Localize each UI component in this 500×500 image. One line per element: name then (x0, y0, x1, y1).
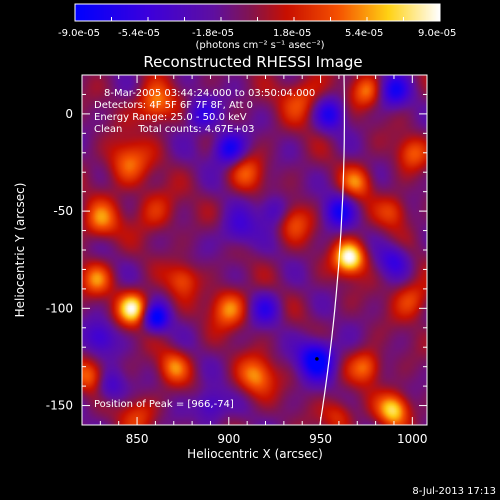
info-clean-counts: Clean Total counts: 4.67E+03 (94, 124, 254, 135)
colorbar-ticks (111, 17, 404, 21)
x-axis-title: Heliocentric X (arcsec) (187, 447, 323, 461)
colorbar: -9.0e-05 -5.4e-05 -1.8e-05 1.8e-05 5.4e-… (58, 3, 456, 51)
x-tick-label: 900 (217, 432, 240, 446)
colorbar-gradient (75, 4, 440, 21)
y-tick-label: -100 (46, 301, 73, 315)
colorbar-tick-label: -9.0e-05 (58, 28, 100, 39)
peak-marker (315, 357, 319, 361)
y-axis-title: Heliocentric Y (arcsec) (13, 183, 27, 318)
y-tick-label: -150 (46, 399, 73, 413)
heatmap-image (82, 75, 427, 425)
info-energy-range: Energy Range: 25.0 - 50.0 keV (94, 112, 247, 123)
colorbar-tick-label: -5.4e-05 (118, 28, 160, 39)
y-tick-label: -50 (53, 204, 73, 218)
axis-ticks (82, 74, 427, 426)
info-time-range: 8-Mar-2005 03:44:24.000 to 03:50:04.000 (104, 88, 315, 99)
colorbar-units-label: (photons cm⁻² s⁻¹ asec⁻²) (195, 40, 324, 51)
x-tick-label: 950 (309, 432, 332, 446)
colorbar-tick-label: -1.8e-05 (192, 28, 234, 39)
plot-area: 8-Mar-2005 03:44:24.000 to 03:50:04.000 … (81, 74, 428, 426)
footer-date-stamp: 8-Jul-2013 17:13 (412, 486, 496, 497)
info-detectors: Detectors: 4F 5F 6F 7F 8F, Att 0 (94, 100, 253, 111)
colorbar-tick-label: 5.4e-05 (345, 28, 383, 39)
solar-limb-line (319, 74, 345, 426)
chart-title: Reconstructed RHESSI Image (143, 53, 362, 71)
y-tick-label: 0 (65, 107, 73, 121)
x-tick-label: 850 (126, 432, 149, 446)
colorbar-tick-label: 1.8e-05 (273, 28, 311, 39)
colorbar-tick-label: 9.0e-05 (418, 28, 456, 39)
peak-position-label: Position of Peak = [966,-74] (94, 399, 234, 410)
x-tick-label: 1000 (397, 432, 428, 446)
